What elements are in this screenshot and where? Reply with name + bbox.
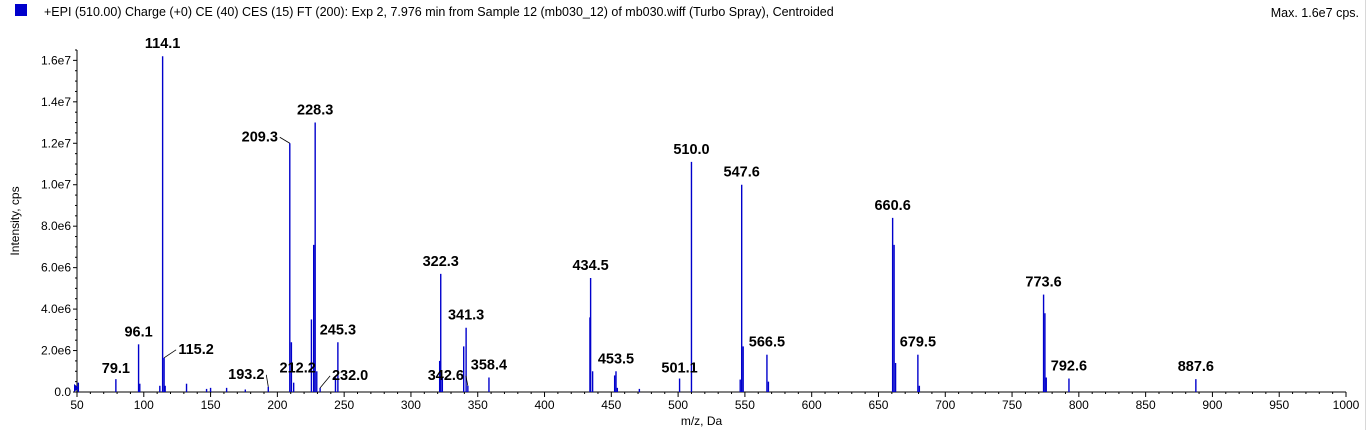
x-tick-label: 100 bbox=[134, 398, 154, 412]
x-tick-label: 450 bbox=[601, 398, 621, 412]
peak-label: 501.1 bbox=[661, 361, 697, 377]
x-tick-label: 500 bbox=[668, 398, 688, 412]
peak-label: 212.2 bbox=[280, 361, 316, 377]
chart-axes bbox=[76, 50, 1346, 393]
peak-label: 510.0 bbox=[673, 142, 709, 158]
y-tick-label: 2.0e6 bbox=[41, 344, 71, 358]
peak-label: 453.5 bbox=[598, 351, 634, 367]
y-tick-label: 6.0e6 bbox=[41, 261, 71, 275]
peak-label: 660.6 bbox=[874, 198, 910, 214]
y-tick-label: 4.0e6 bbox=[41, 302, 71, 316]
y-axis-ticks: 0.0 2.0e6 4.0e6 6.0e6 8.0e6 1.0e7 1.2e7 1.4e7 1.… bbox=[41, 49, 77, 399]
x-tick-label: 550 bbox=[735, 398, 755, 412]
x-tick-label: 850 bbox=[1136, 398, 1156, 412]
peak-label: 232.0 bbox=[332, 368, 368, 384]
x-tick-label: 1000 bbox=[1333, 398, 1360, 412]
peak-labels: 114.1 96.1 79.1 115.2 209.3 228.3 193.2 212.2 23… bbox=[102, 36, 1214, 384]
y-tick-label: 8.0e6 bbox=[41, 219, 71, 233]
x-tick-label: 700 bbox=[935, 398, 955, 412]
peak-label: 434.5 bbox=[572, 258, 608, 274]
label-leader-lines bbox=[163, 136, 469, 389]
peak-label: 209.3 bbox=[242, 129, 278, 145]
x-tick-label: 800 bbox=[1069, 398, 1089, 412]
x-tick-label: 150 bbox=[201, 398, 221, 412]
y-tick-label: 0.0 bbox=[54, 385, 71, 399]
label-leader-line bbox=[319, 375, 331, 389]
label-leader-line bbox=[163, 349, 177, 359]
x-tick-label: 400 bbox=[535, 398, 555, 412]
x-tick-label: 950 bbox=[1269, 398, 1289, 412]
x-tick-label: 50 bbox=[70, 398, 84, 412]
y-tick-label: 1.2e7 bbox=[41, 136, 71, 150]
x-tick-label: 200 bbox=[267, 398, 287, 412]
max-intensity-label: Max. 1.6e7 cps. bbox=[1270, 6, 1359, 20]
peak-label: 566.5 bbox=[749, 335, 785, 351]
origin-marker bbox=[74, 384, 79, 392]
label-leader-line bbox=[465, 375, 469, 386]
peak-label: 358.4 bbox=[471, 357, 507, 373]
x-axis-ticks: 50 100 150 200 250 300 350 400 450 500 550 600 650 70… bbox=[70, 392, 1360, 412]
x-tick-label: 350 bbox=[468, 398, 488, 412]
x-tick-label: 900 bbox=[1202, 398, 1222, 412]
y-tick-label: 1.6e7 bbox=[41, 53, 71, 67]
peak-label: 679.5 bbox=[900, 335, 936, 351]
peak-bars bbox=[77, 56, 1197, 392]
peak-label: 79.1 bbox=[102, 361, 130, 377]
spectrum-header-title: +EPI (510.00) Charge (+0) CE (40) CES (1… bbox=[44, 5, 834, 19]
label-leader-line bbox=[265, 374, 269, 387]
x-axis-title: m/z, Da bbox=[681, 414, 723, 428]
peak-label: 342.6 bbox=[428, 368, 464, 384]
x-tick-label: 250 bbox=[334, 398, 354, 412]
peak-label: 193.2 bbox=[228, 367, 264, 383]
series-color-marker bbox=[15, 4, 27, 16]
peak-label: 547.6 bbox=[724, 165, 760, 181]
peak-label: 114.1 bbox=[145, 36, 181, 52]
peak-label: 322.3 bbox=[423, 254, 459, 270]
peak-label: 773.6 bbox=[1025, 275, 1061, 291]
peak-label: 887.6 bbox=[1178, 359, 1214, 375]
x-tick-label: 300 bbox=[401, 398, 421, 412]
peak-label: 792.6 bbox=[1051, 359, 1087, 375]
y-tick-label: 1.4e7 bbox=[41, 95, 71, 109]
y-tick-label: 1.0e7 bbox=[41, 178, 71, 192]
x-tick-label: 650 bbox=[868, 398, 888, 412]
y-axis-title: Intensity, cps bbox=[8, 186, 22, 255]
peak-label: 228.3 bbox=[297, 103, 333, 119]
x-tick-label: 600 bbox=[802, 398, 822, 412]
x-tick-label: 750 bbox=[1002, 398, 1022, 412]
peak-label: 341.3 bbox=[448, 308, 484, 324]
peak-label: 115.2 bbox=[178, 342, 214, 358]
label-leader-line bbox=[279, 136, 290, 144]
peak-label: 245.3 bbox=[320, 322, 356, 338]
peak-label: 96.1 bbox=[124, 324, 152, 340]
